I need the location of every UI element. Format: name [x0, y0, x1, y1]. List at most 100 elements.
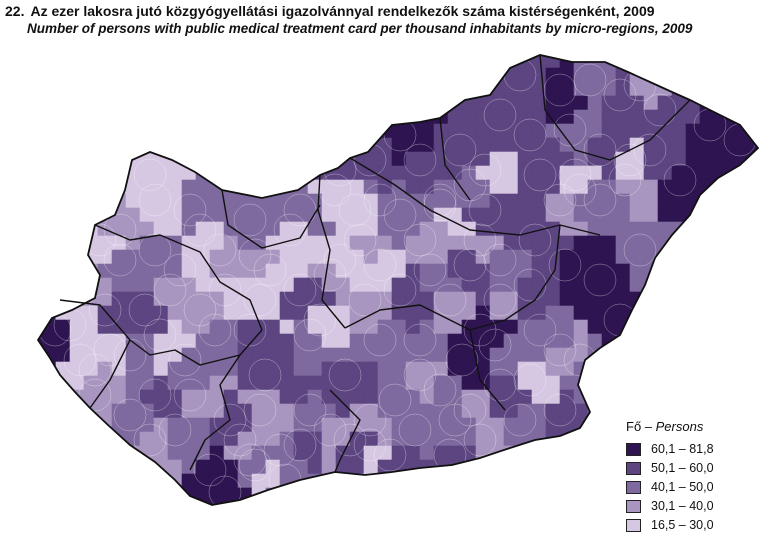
micro-region — [448, 40, 462, 54]
micro-region — [97, 151, 113, 167]
micro-region — [195, 347, 211, 363]
micro-region — [727, 319, 743, 335]
micro-region — [279, 319, 295, 335]
micro-region — [279, 249, 295, 265]
micro-region — [209, 277, 225, 293]
micro-region — [83, 67, 99, 83]
micro-region — [741, 55, 757, 69]
micro-region — [545, 193, 561, 209]
micro-region — [335, 55, 351, 69]
micro-region — [643, 389, 659, 405]
micro-region — [489, 235, 505, 251]
micro-region — [97, 319, 113, 335]
micro-region — [671, 55, 687, 69]
micro-region — [601, 431, 617, 447]
micro-region — [38, 123, 43, 139]
micro-region — [419, 55, 435, 69]
micro-region — [531, 487, 547, 503]
micro-region — [559, 151, 575, 167]
micro-region — [447, 151, 463, 167]
micro-region — [405, 431, 421, 447]
micro-region — [643, 319, 659, 335]
micro-region — [279, 137, 295, 153]
micro-region — [83, 123, 99, 139]
micro-region — [97, 417, 113, 433]
micro-region — [293, 123, 309, 139]
micro-region — [685, 123, 701, 139]
micro-region — [517, 487, 533, 503]
micro-region — [377, 193, 393, 209]
micro-region — [0, 306, 14, 320]
micro-region — [69, 193, 85, 209]
micro-region — [279, 305, 295, 321]
micro-region — [755, 221, 758, 237]
micro-region-boundary — [353, 403, 387, 437]
micro-region — [209, 55, 225, 69]
micro-region — [559, 305, 575, 321]
micro-region — [111, 55, 127, 69]
micro-region — [139, 179, 155, 195]
micro-region — [111, 445, 127, 461]
micro-region — [38, 179, 43, 195]
micro-region — [685, 263, 701, 279]
micro-region — [588, 40, 602, 54]
micro-region — [265, 235, 281, 251]
micro-region-boundary — [273, 213, 307, 247]
micro-region — [111, 109, 127, 125]
micro-region — [14, 166, 28, 180]
micro-region — [433, 165, 449, 181]
micro-region — [153, 501, 169, 505]
micro-region — [503, 389, 519, 405]
micro-region — [279, 417, 295, 433]
micro-region — [0, 292, 14, 306]
micro-region — [601, 193, 617, 209]
micro-region — [251, 403, 267, 419]
micro-region — [38, 263, 43, 279]
county-border-line — [439, 117, 471, 201]
micro-region — [699, 277, 715, 293]
micro-region — [657, 333, 673, 349]
micro-region — [475, 67, 491, 83]
micro-region — [237, 95, 253, 111]
micro-region — [601, 221, 617, 237]
micro-region — [293, 137, 309, 153]
micro-region — [167, 123, 183, 139]
micro-region — [461, 109, 477, 125]
micro-region — [755, 165, 758, 181]
micro-region — [125, 277, 141, 293]
micro-region — [41, 137, 57, 153]
micro-region — [377, 319, 393, 335]
micro-region — [41, 165, 57, 181]
micro-region — [657, 389, 673, 405]
micro-region-boundary — [453, 393, 487, 427]
micro-region — [28, 516, 42, 530]
micro-region — [447, 389, 463, 405]
micro-region — [265, 501, 281, 505]
micro-region — [461, 403, 477, 419]
micro-region — [685, 55, 701, 69]
micro-region — [713, 151, 729, 167]
micro-region — [699, 389, 715, 405]
micro-region — [741, 389, 757, 405]
micro-region — [55, 179, 71, 195]
micro-region — [237, 179, 253, 195]
micro-region — [573, 235, 589, 251]
micro-region — [237, 305, 253, 321]
micro-region — [0, 236, 14, 250]
micro-region — [55, 207, 71, 223]
micro-region — [531, 417, 547, 433]
micro-region — [685, 179, 701, 195]
micro-region — [41, 459, 57, 475]
micro-region — [447, 487, 463, 503]
micro-region — [279, 375, 295, 391]
micro-region — [237, 501, 253, 505]
micro-region — [573, 305, 589, 321]
micro-region — [489, 501, 505, 505]
micro-region — [531, 501, 547, 505]
micro-region — [41, 109, 57, 125]
micro-region — [475, 165, 491, 181]
micro-region — [601, 67, 617, 83]
micro-region — [391, 55, 407, 69]
micro-region — [0, 446, 14, 460]
micro-region — [223, 305, 239, 321]
